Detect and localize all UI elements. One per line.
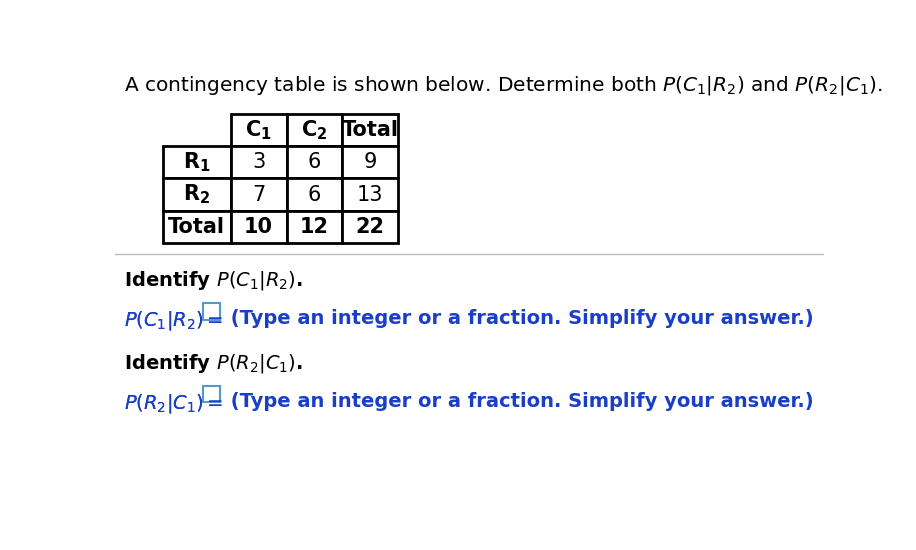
- Text: $P(C_1|R_2)=$: $P(C_1|R_2)=$: [124, 309, 224, 332]
- Bar: [162, 178, 231, 211]
- Text: Total: Total: [342, 120, 398, 140]
- Bar: [287, 178, 343, 211]
- Text: 6: 6: [308, 152, 322, 172]
- Text: Identify $P(R_2|C_1)$.: Identify $P(R_2|C_1)$.: [124, 351, 302, 375]
- Bar: [343, 211, 398, 243]
- Bar: [287, 146, 343, 178]
- Bar: [162, 146, 231, 178]
- Text: $P(R_2|C_1)=$: $P(R_2|C_1)=$: [124, 392, 224, 415]
- Text: $\mathbf{R_1}$: $\mathbf{R_1}$: [183, 151, 211, 174]
- Text: $P(C_1|R_2)=$: $P(C_1|R_2)=$: [124, 309, 224, 332]
- Text: Identify $P(C_1|R_2)$.: Identify $P(C_1|R_2)$.: [124, 270, 302, 292]
- Text: $\mathbf{R_2}$: $\mathbf{R_2}$: [183, 183, 211, 206]
- Text: 9: 9: [364, 152, 377, 172]
- Text: 3: 3: [252, 152, 266, 172]
- Text: $\mathbf{C_1}$: $\mathbf{C_1}$: [245, 118, 272, 142]
- Bar: [343, 178, 398, 211]
- Text: 7: 7: [252, 185, 266, 205]
- Bar: [343, 146, 398, 178]
- Text: $\mathbf{C_2}$: $\mathbf{C_2}$: [301, 118, 328, 142]
- Text: $P(R_2|C_1)=$: $P(R_2|C_1)=$: [124, 392, 224, 415]
- Bar: [231, 114, 287, 146]
- Text: 12: 12: [300, 217, 329, 237]
- Bar: [343, 114, 398, 146]
- Text: Total: Total: [169, 217, 225, 237]
- Bar: [231, 178, 287, 211]
- Bar: [162, 211, 231, 243]
- Bar: [203, 303, 220, 320]
- Text: 6: 6: [308, 185, 322, 205]
- Bar: [203, 386, 220, 403]
- Text: 13: 13: [357, 185, 384, 205]
- Text: A contingency table is shown below. Determine both $P(C_1|R_2)$ and $P(R_2|C_1)$: A contingency table is shown below. Dete…: [124, 74, 882, 97]
- Text: (Type an integer or a fraction. Simplify your answer.): (Type an integer or a fraction. Simplify…: [224, 392, 813, 411]
- Bar: [231, 146, 287, 178]
- Text: 22: 22: [355, 217, 385, 237]
- Bar: [287, 114, 343, 146]
- Bar: [287, 211, 343, 243]
- Text: 10: 10: [245, 217, 273, 237]
- Text: (Type an integer or a fraction. Simplify your answer.): (Type an integer or a fraction. Simplify…: [224, 309, 813, 328]
- Bar: [231, 211, 287, 243]
